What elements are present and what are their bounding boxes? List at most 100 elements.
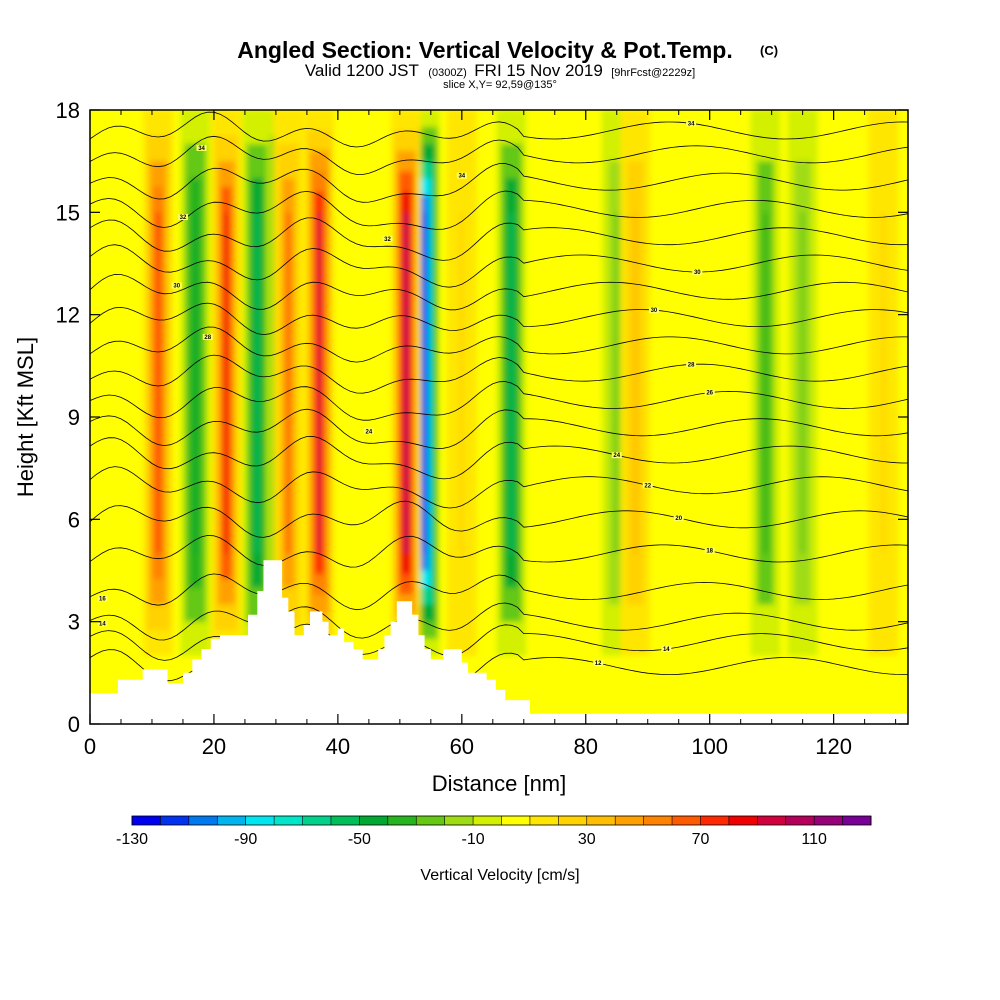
isentrope-line-14 (90, 244, 908, 288)
x-tick-label-2: 40 (326, 734, 350, 759)
downdraft-band-7 (763, 212, 768, 554)
isentrope-label-2: 14 (99, 621, 106, 627)
x-axis-label: Distance [nm] (432, 771, 567, 796)
colorbar-swatch-5 (274, 816, 304, 825)
colorbar-swatch-23 (785, 816, 815, 825)
x-tick-label-4: 80 (574, 734, 598, 759)
updraft-band-4 (404, 212, 408, 554)
isentrope-label-bg-19 (686, 120, 697, 127)
colorbar-swatch-14 (529, 816, 559, 825)
colorbar-swatch-15 (558, 816, 588, 825)
isentrope-line-8 (90, 408, 908, 449)
isentrope-line-19 (90, 111, 908, 148)
y-tick-label-2: 6 (68, 507, 80, 532)
isentrope-label-13: 30 (173, 283, 180, 289)
isentrope-label-bg-3 (97, 595, 108, 602)
isentrope-label-14: 30 (694, 270, 701, 276)
colorbar-swatch-18 (643, 816, 673, 825)
isentrope-line-10 (90, 354, 908, 394)
y-tick-label-1: 3 (68, 610, 80, 635)
colorbar-swatch-25 (842, 816, 872, 825)
updraft-band-1 (224, 212, 229, 554)
downdraft-band-0 (193, 212, 198, 554)
updraft-band-0 (156, 212, 161, 554)
x-tick-label-3: 60 (450, 734, 474, 759)
isentrope-label-bg-17 (456, 172, 467, 179)
valid-date: FRI 15 Nov 2019 (474, 61, 603, 80)
plot-area: 12 14 14 16 18 20 22 24 24 26 28 28 30 30 30 32 32 34 34 34 (90, 110, 908, 724)
isentrope-label-bg-9 (704, 389, 715, 396)
slice-info: slice X,Y= 92,59@135° (443, 79, 557, 91)
isentrope-line-15 (90, 217, 908, 261)
colorbar-swatch-4 (245, 816, 275, 825)
isentrope-line-5 (90, 500, 908, 538)
x-tick-label-1: 20 (202, 734, 226, 759)
y-tick-label-5: 15 (56, 200, 80, 225)
colorbar: -130 -90 -50 -10 30 70 110 (116, 815, 872, 848)
isentrope-line-12 (90, 302, 908, 336)
colorbar-title: Vertical Velocity [cm/s] (420, 867, 579, 884)
y-tick-label-0: 0 (68, 712, 80, 737)
y-tick-label-3: 9 (68, 405, 80, 430)
colorbar-swatch-8 (359, 816, 389, 825)
colorbar-tick-label-6: 110 (801, 831, 827, 848)
colorbar-swatch-1 (160, 816, 190, 825)
isentrope-label-1: 14 (663, 647, 670, 653)
colorbar-tick-label-5: 70 (692, 831, 710, 848)
isentrope-label-bg-4 (704, 547, 715, 554)
isentrope-label-4: 18 (706, 549, 713, 555)
isentrope-line-16 (90, 190, 908, 230)
terrain-mask (90, 560, 908, 724)
valid-utc: (0300Z) (428, 67, 467, 79)
isentrope-label-18: 34 (198, 146, 205, 152)
colorbar-tick-label-1: -90 (234, 831, 257, 848)
isentrope-label-bg-8 (363, 428, 374, 435)
isentrope-label-7: 24 (613, 453, 620, 459)
isentrope-label-3: 16 (99, 597, 106, 603)
y-tick-label-6: 18 (56, 98, 80, 123)
isentrope-line-2 (90, 602, 908, 641)
isentrope-label-10: 28 (688, 362, 695, 368)
downdraft-band-6 (614, 212, 619, 554)
isentrope-label-bg-11 (202, 333, 213, 340)
valid-time: Valid 1200 JST (305, 61, 419, 80)
downdraft-band-8 (800, 212, 805, 554)
colorbar-swatch-24 (814, 816, 844, 825)
isentrope-label-bg-12 (648, 307, 659, 314)
y-tick-label-4: 12 (56, 303, 80, 328)
colorbar-swatch-2 (188, 816, 218, 825)
isentrope-label-12: 30 (651, 308, 658, 314)
isentrope-label-bg-18 (196, 144, 207, 151)
colorbar-tick-label-3: -10 (462, 831, 485, 848)
isentrope-label-17: 34 (458, 174, 465, 180)
colorbar-swatch-16 (586, 816, 616, 825)
isentrope-label-bg-14 (692, 269, 703, 276)
colorbar-swatch-13 (501, 816, 531, 825)
colorbar-swatch-6 (302, 816, 332, 825)
isentrope-label-16: 32 (180, 215, 187, 221)
colorbar-swatch-17 (615, 816, 645, 825)
colorbar-swatch-3 (217, 816, 247, 825)
isentrope-label-bg-5 (673, 514, 684, 521)
isentrope-label-bg-13 (171, 282, 182, 289)
isentrope-label-bg-7 (611, 452, 622, 459)
isentrope-line-7 (90, 435, 908, 480)
isentrope-line-18 (90, 135, 908, 175)
colorbar-swatch-21 (728, 816, 758, 825)
isentrope-line-17 (90, 163, 908, 203)
isentrope-label-6: 22 (644, 483, 651, 489)
colorbar-swatch-20 (700, 816, 730, 825)
x-tick-label-0: 0 (84, 734, 96, 759)
colorbar-swatch-19 (672, 816, 701, 825)
chart-subtitle: Valid 1200 JST (0300Z) FRI 15 Nov 2019 [… (305, 61, 695, 80)
isentrope-label-0: 12 (595, 661, 602, 667)
y-axis-label: Height [Kft MSL] (13, 337, 38, 497)
colorbar-swatch-11 (444, 816, 474, 825)
colorbar-tick-label-4: 30 (578, 831, 596, 848)
isentrope-line-9 (90, 381, 908, 421)
updraft-band-2 (286, 212, 291, 554)
updraft-band-6 (633, 212, 638, 554)
colorbar-swatch-9 (387, 816, 417, 825)
colorbar-swatch-7 (330, 816, 360, 825)
